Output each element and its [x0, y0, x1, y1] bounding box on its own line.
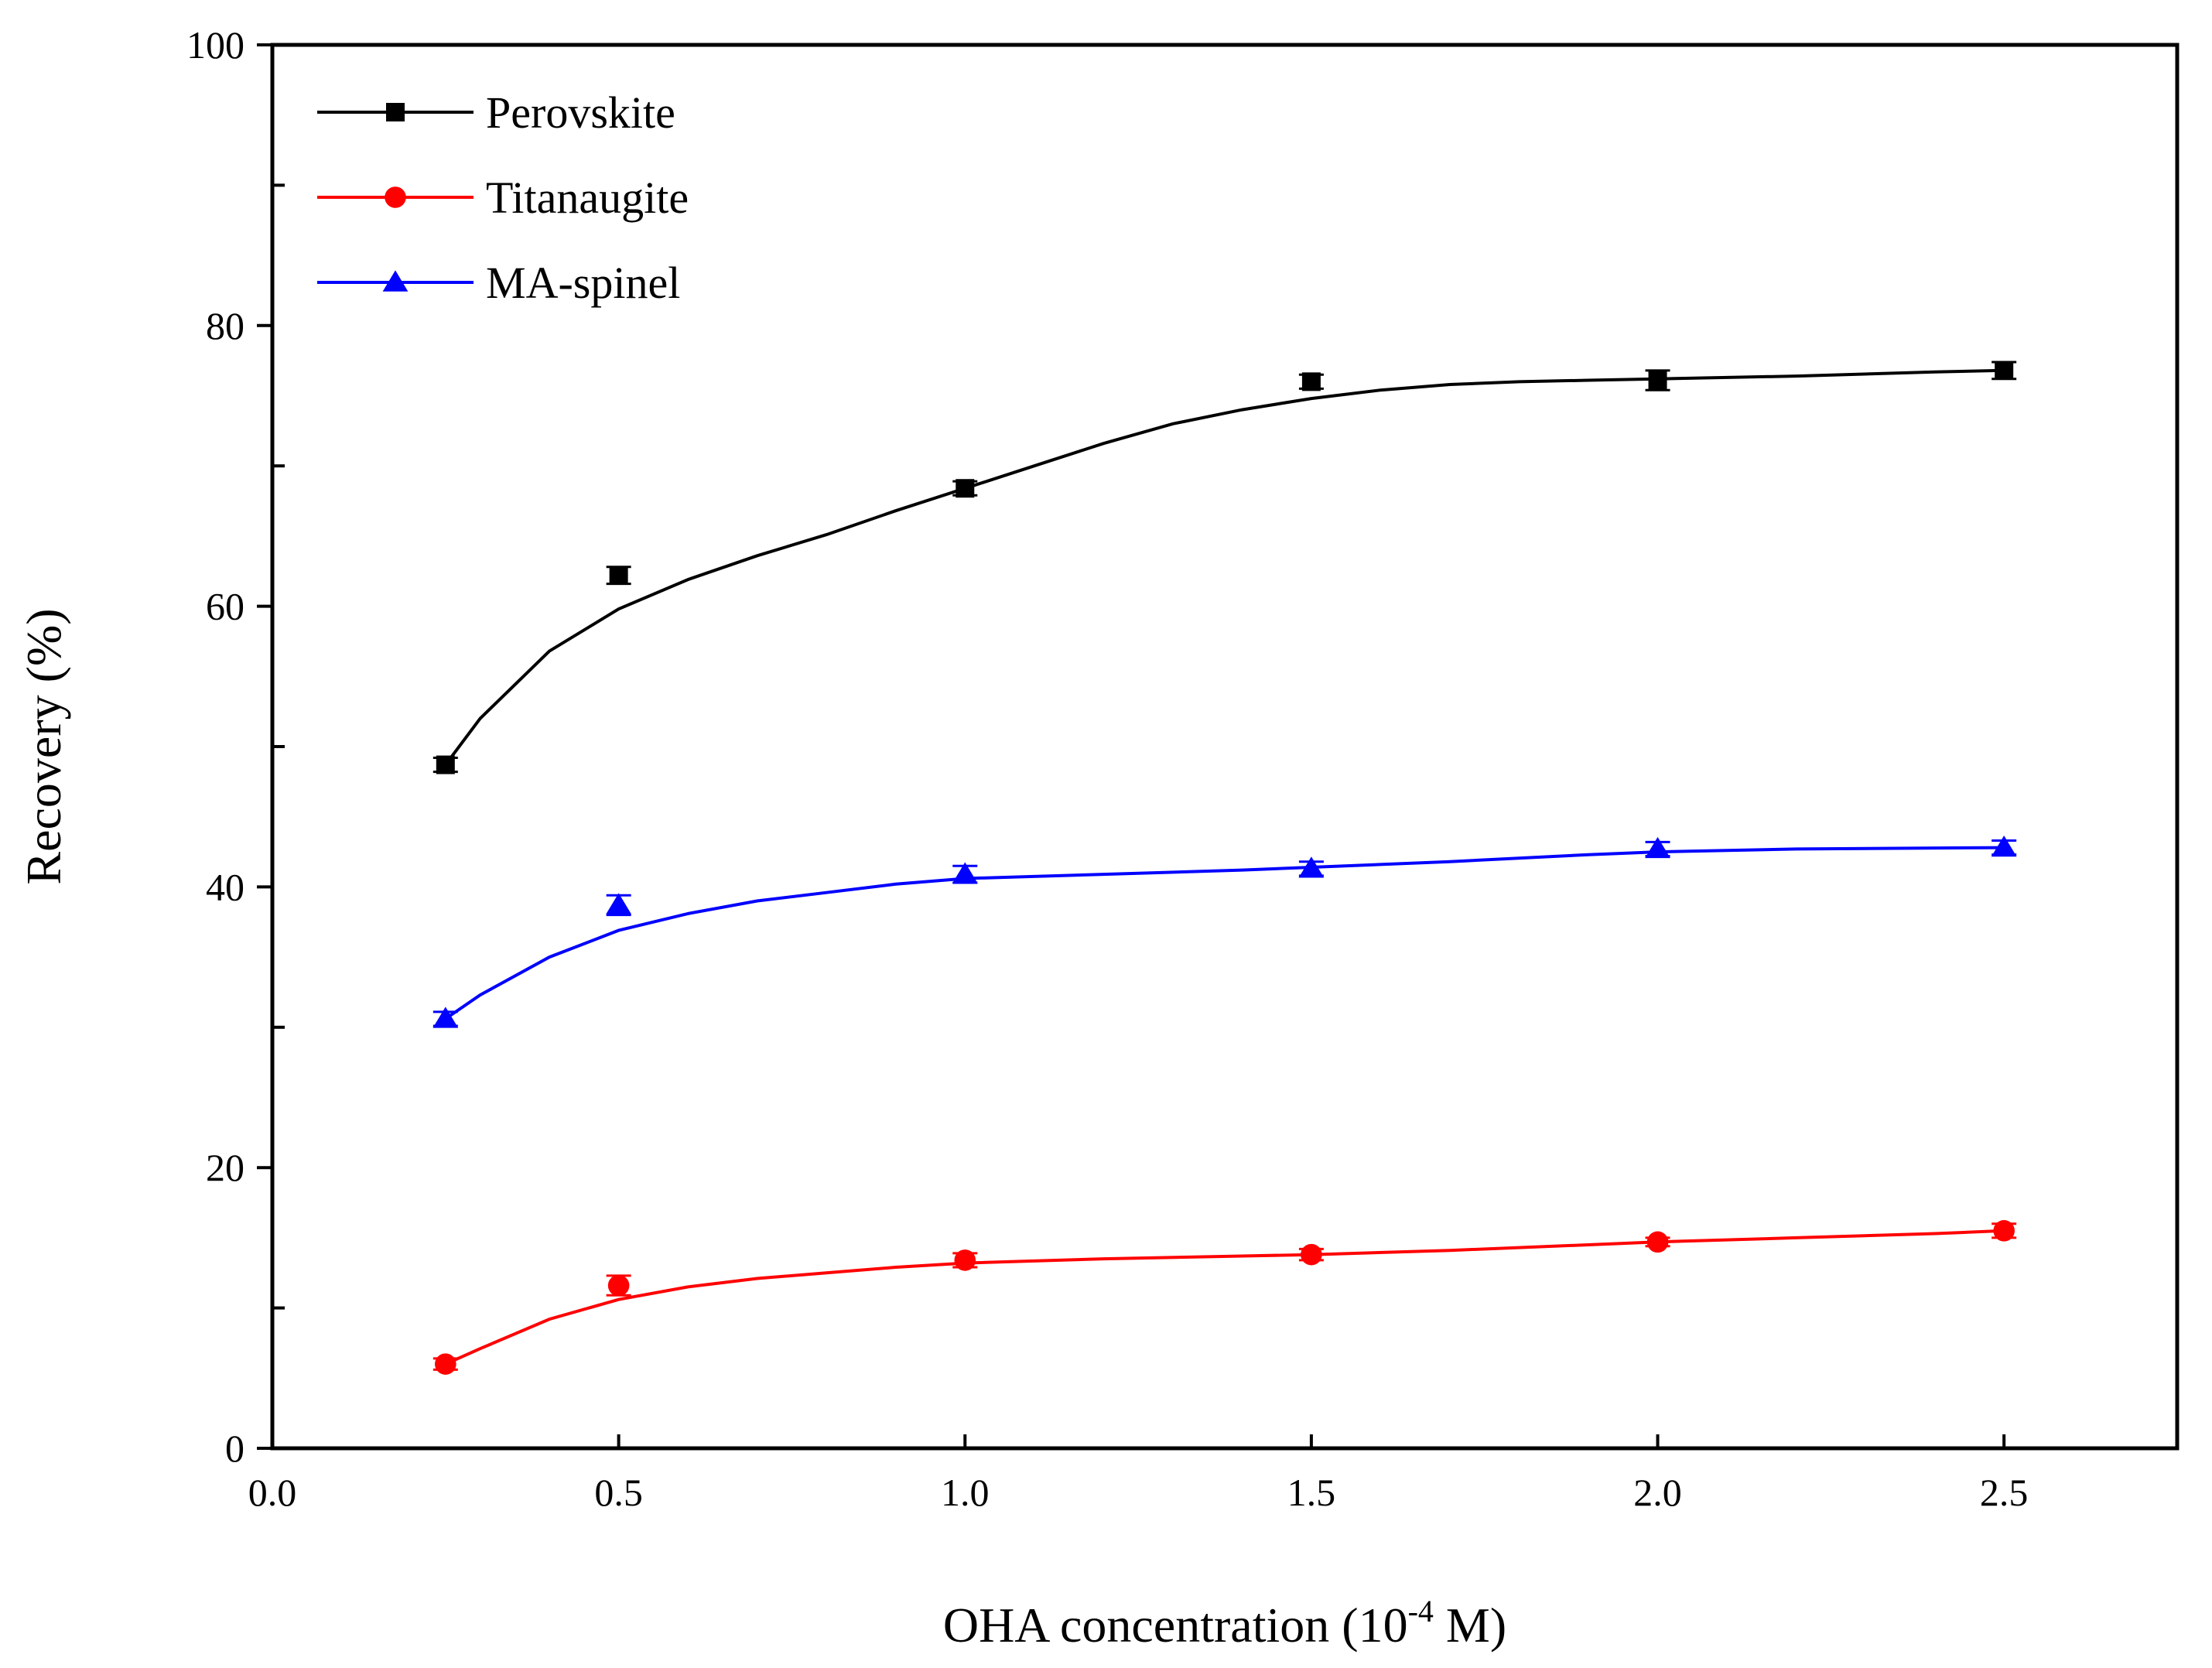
- x-tick-label: 2.0: [1633, 1471, 1682, 1514]
- legend-marker-perovskite: [386, 103, 405, 121]
- data-point-ma-spinel: [606, 893, 632, 914]
- data-point-titanaugite: [1993, 1220, 2015, 1242]
- legend-marker-ma-spinel: [382, 270, 409, 292]
- data-point-ma-spinel: [952, 862, 978, 884]
- data-point-perovskite: [1648, 371, 1667, 390]
- data-point-perovskite: [436, 755, 455, 774]
- x-tick-label: 1.0: [941, 1471, 990, 1514]
- x-tick-label: 2.5: [1980, 1471, 2029, 1514]
- data-point-ma-spinel: [1645, 836, 1670, 859]
- series-line-titanaugite: [444, 1229, 2005, 1366]
- x-tick-label: 0.0: [248, 1471, 297, 1514]
- legend-label: Titanaugite: [486, 173, 689, 223]
- data-point-ma-spinel: [1991, 836, 2017, 857]
- x-axis-ticks: 0.0 0.5 1.0 1.5 2.0 2.5: [248, 1434, 2029, 1514]
- data-point-titanaugite: [435, 1353, 456, 1375]
- data-point-ma-spinel: [1298, 856, 1325, 878]
- data-point-perovskite: [609, 566, 628, 585]
- legend-item-titanaugite: Titanaugite: [317, 173, 689, 223]
- x-axis-title: OHA concentration (10-4 M): [943, 1594, 1506, 1653]
- series-line-ma-spinel: [444, 846, 2005, 1020]
- plot-frame: [270, 43, 2180, 1451]
- legend: Perovskite Titanaugite MA-spinel: [317, 87, 689, 308]
- series-perovskite: [432, 361, 2017, 774]
- y-tick-label: 0: [225, 1427, 244, 1470]
- y-tick-label: 20: [206, 1146, 244, 1189]
- series-line-perovskite: [444, 368, 2005, 766]
- legend-item-perovskite: Perovskite: [317, 87, 675, 138]
- y-tick-label: 40: [206, 865, 244, 908]
- data-point-perovskite: [956, 479, 975, 498]
- series-layer: [432, 361, 2017, 1375]
- data-point-titanaugite: [1646, 1231, 1669, 1253]
- x-tick-label: 1.5: [1287, 1471, 1336, 1514]
- legend-marker-titanaugite: [385, 186, 406, 208]
- y-axis-title: Recovery (%): [16, 608, 71, 884]
- legend-label: Perovskite: [486, 87, 675, 138]
- data-point-titanaugite: [607, 1274, 630, 1297]
- series-titanaugite: [432, 1220, 2017, 1375]
- y-tick-label: 60: [206, 585, 244, 628]
- data-point-perovskite: [1995, 361, 2014, 380]
- data-point-perovskite: [1301, 372, 1321, 391]
- x-tick-label: 0.5: [594, 1471, 643, 1514]
- y-axis-ticks: 0 20 40 60 80 100: [186, 23, 285, 1470]
- data-point-titanaugite: [1301, 1243, 1322, 1266]
- series-ma-spinel: [432, 836, 2017, 1028]
- legend-item-ma-spinel: MA-spinel: [317, 258, 680, 308]
- data-point-titanaugite: [954, 1249, 976, 1271]
- y-tick-label: 80: [206, 304, 244, 347]
- legend-label: MA-spinel: [486, 258, 680, 308]
- data-point-ma-spinel: [432, 1007, 459, 1028]
- y-tick-label: 100: [186, 23, 244, 67]
